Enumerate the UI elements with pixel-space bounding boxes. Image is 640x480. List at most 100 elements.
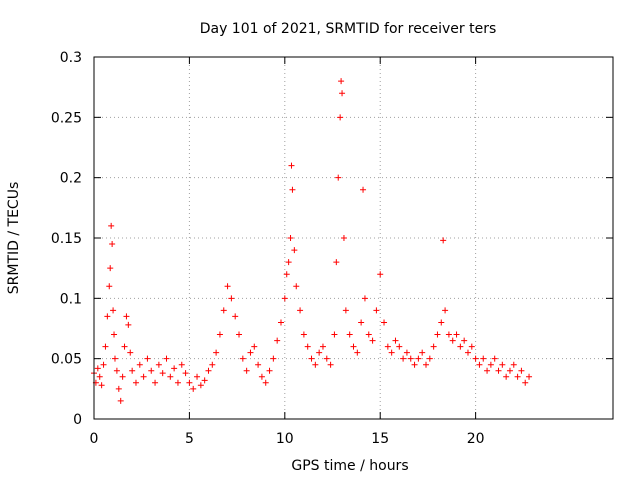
data-point bbox=[110, 307, 117, 314]
data-point bbox=[491, 355, 498, 362]
data-point bbox=[293, 283, 300, 290]
data-point bbox=[111, 355, 118, 362]
data-point bbox=[182, 370, 189, 377]
data-point bbox=[518, 367, 525, 374]
data-points bbox=[91, 78, 533, 404]
data-point bbox=[312, 361, 319, 368]
y-axis-label: SRMTID / TECUs bbox=[6, 182, 22, 295]
data-point bbox=[358, 319, 365, 326]
data-point bbox=[121, 343, 128, 350]
data-point bbox=[472, 355, 479, 362]
data-point bbox=[197, 382, 204, 389]
data-point bbox=[381, 319, 388, 326]
data-point bbox=[232, 313, 239, 320]
data-point bbox=[283, 271, 290, 278]
data-point bbox=[113, 367, 120, 374]
y-tick-label: 0 bbox=[73, 412, 82, 428]
data-point bbox=[392, 337, 399, 344]
x-axis-label: GPS time / hours bbox=[291, 458, 408, 474]
data-point bbox=[104, 313, 111, 320]
data-point bbox=[119, 373, 126, 380]
y-tick-label: 0.2 bbox=[60, 171, 82, 187]
y-tick-label: 0.15 bbox=[51, 231, 82, 247]
data-point bbox=[495, 367, 502, 374]
data-point bbox=[148, 367, 155, 374]
data-point bbox=[434, 331, 441, 338]
data-point bbox=[300, 331, 307, 338]
data-point bbox=[205, 367, 212, 374]
data-point bbox=[338, 78, 345, 85]
data-point bbox=[396, 343, 403, 350]
data-point bbox=[506, 367, 513, 374]
data-point bbox=[220, 307, 227, 314]
data-point bbox=[407, 355, 414, 362]
x-tick-label: 5 bbox=[185, 431, 194, 447]
data-point bbox=[440, 237, 447, 244]
data-point bbox=[216, 331, 223, 338]
data-point bbox=[186, 379, 193, 386]
data-point bbox=[243, 367, 250, 374]
data-point bbox=[194, 373, 201, 380]
data-point bbox=[288, 162, 295, 169]
data-point bbox=[350, 343, 357, 350]
data-point bbox=[106, 283, 113, 290]
data-point bbox=[327, 361, 334, 368]
data-point bbox=[403, 349, 410, 356]
x-tick-label: 15 bbox=[371, 431, 389, 447]
data-point bbox=[239, 355, 246, 362]
data-point bbox=[426, 355, 433, 362]
data-point bbox=[388, 349, 395, 356]
data-point bbox=[457, 343, 464, 350]
data-point bbox=[171, 365, 178, 372]
data-point bbox=[209, 361, 216, 368]
data-point bbox=[342, 307, 349, 314]
data-point bbox=[365, 331, 372, 338]
data-point bbox=[102, 343, 109, 350]
data-point bbox=[514, 373, 521, 380]
data-point bbox=[423, 361, 430, 368]
data-point bbox=[308, 355, 315, 362]
data-point bbox=[190, 385, 197, 392]
data-point bbox=[526, 373, 533, 380]
data-point bbox=[155, 361, 162, 368]
data-point bbox=[285, 259, 292, 266]
y-tick-label: 0.25 bbox=[51, 110, 82, 126]
data-point bbox=[136, 361, 143, 368]
data-point bbox=[140, 373, 147, 380]
data-point bbox=[361, 295, 368, 302]
data-point bbox=[111, 331, 118, 338]
grid bbox=[94, 57, 613, 419]
data-point bbox=[247, 349, 254, 356]
data-point bbox=[411, 361, 418, 368]
data-point bbox=[354, 349, 361, 356]
data-point bbox=[123, 313, 130, 320]
x-tick-label: 10 bbox=[276, 431, 294, 447]
x-tick-label: 0 bbox=[90, 431, 99, 447]
data-point bbox=[108, 222, 115, 229]
data-point bbox=[360, 186, 367, 193]
data-point bbox=[476, 361, 483, 368]
data-point bbox=[144, 355, 151, 362]
data-point bbox=[449, 337, 456, 344]
data-point bbox=[480, 355, 487, 362]
data-point bbox=[499, 361, 506, 368]
data-point bbox=[178, 361, 185, 368]
data-point bbox=[373, 307, 380, 314]
data-point bbox=[400, 355, 407, 362]
data-point bbox=[201, 377, 208, 384]
y-tick-label: 0.05 bbox=[51, 352, 82, 368]
data-point bbox=[274, 337, 281, 344]
data-point bbox=[377, 271, 384, 278]
data-point bbox=[174, 379, 181, 386]
data-point bbox=[430, 343, 437, 350]
y-tick-label: 0.3 bbox=[60, 50, 82, 66]
data-point bbox=[484, 367, 491, 374]
plot-frame bbox=[93, 56, 614, 420]
data-point bbox=[419, 349, 426, 356]
data-point bbox=[461, 337, 468, 344]
data-point bbox=[132, 379, 139, 386]
data-point bbox=[251, 343, 258, 350]
data-point bbox=[98, 382, 105, 389]
data-point bbox=[442, 307, 449, 314]
